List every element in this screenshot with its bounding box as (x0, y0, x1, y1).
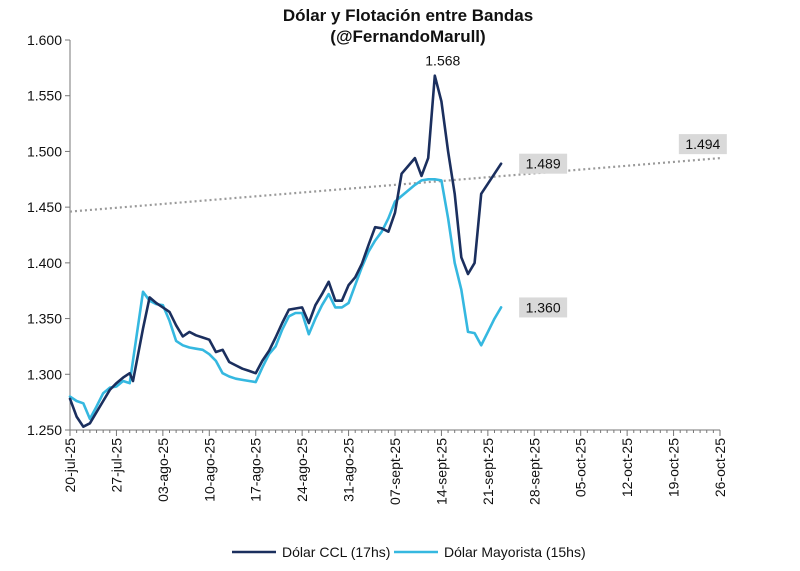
data-label-mayorista-end: 1.360 (526, 299, 561, 315)
y-tick-label: 1.400 (27, 255, 62, 271)
x-tick-label: 05-oct-25 (573, 438, 589, 497)
x-tick-label: 17-ago-25 (248, 438, 264, 502)
y-tick-label: 1.350 (27, 311, 62, 327)
legend-label-mayorista: Dólar Mayorista (15hs) (444, 544, 586, 560)
x-tick-label: 07-sept-25 (387, 438, 403, 505)
legend: Dólar CCL (17hs) Dólar Mayorista (15hs) (232, 544, 586, 560)
chart-subtitle: (@FernandoMarull) (330, 27, 485, 46)
data-label-band-end: 1.494 (685, 136, 720, 152)
chart-title: Dólar y Flotación entre Bandas (283, 6, 533, 25)
data-label-mayorista-end-box (519, 297, 568, 318)
series-line-ccl (68, 74, 503, 428)
y-tick-label: 1.600 (27, 32, 62, 48)
data-labels: 1.489 1.360 1.494 1.568 (425, 53, 727, 318)
data-label-peak: 1.568 (425, 53, 460, 69)
data-label-band-end-box (678, 134, 727, 155)
y-tick-label: 1.550 (27, 88, 62, 104)
series-line-mayorista (68, 178, 503, 421)
x-tick-label: 03-ago-25 (155, 438, 171, 502)
x-tick-label: 27-jul-25 (108, 438, 124, 493)
y-tick-label: 1.250 (27, 422, 62, 438)
y-tick-label: 1.500 (27, 143, 62, 159)
x-tick-label: 24-ago-25 (294, 438, 310, 502)
band-upper-line (69, 157, 721, 213)
x-tick-label: 21-sept-25 (480, 438, 496, 505)
legend-label-ccl: Dólar CCL (17hs) (282, 544, 390, 560)
x-tick-label: 28-sept-25 (526, 438, 542, 505)
x-tick-label: 26-oct-25 (712, 438, 728, 497)
y-tick-label: 1.300 (27, 366, 62, 382)
x-tick-label: 12-oct-25 (619, 438, 635, 497)
x-tick-label: 20-jul-25 (62, 438, 78, 493)
x-tick-label: 14-sept-25 (433, 438, 449, 505)
x-tick-label: 31-ago-25 (341, 438, 357, 502)
x-tick-label: 10-ago-25 (201, 438, 217, 502)
band-line-group (69, 157, 721, 213)
y-tick-label: 1.450 (27, 199, 62, 215)
data-label-ccl-end-box (519, 153, 568, 174)
x-tick-label: 19-oct-25 (666, 438, 682, 497)
series-group (68, 74, 503, 428)
axes: 1.250 1.300 1.350 1.400 1.450 1.500 1.550 1.600… (27, 32, 728, 505)
data-label-ccl-end: 1.489 (526, 156, 561, 172)
